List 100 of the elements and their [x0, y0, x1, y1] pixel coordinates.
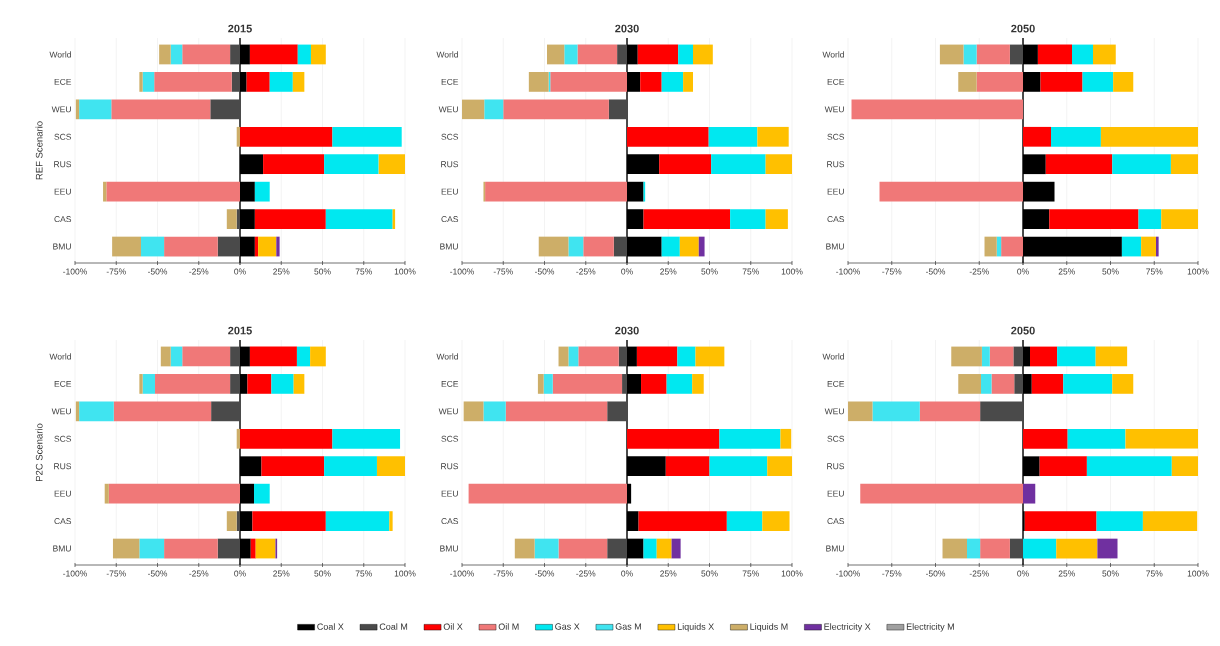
bar: [695, 346, 725, 367]
bar: [951, 346, 982, 367]
bar: [636, 346, 678, 367]
bar: [641, 374, 667, 394]
bar: [577, 44, 618, 65]
bar: [249, 44, 298, 65]
bar: [240, 126, 333, 147]
bar: [463, 401, 484, 422]
bar: [638, 511, 727, 531]
x-tick-label: 25%: [660, 268, 677, 275]
y-tick-label: EEU: [827, 490, 844, 497]
bar: [627, 428, 720, 449]
bar: [164, 538, 218, 559]
x-tick-label: -50%: [147, 570, 168, 577]
x-tick-label: -25%: [576, 268, 596, 275]
bar: [230, 346, 241, 367]
bar: [1113, 72, 1134, 92]
x-tick-label: -75%: [106, 268, 126, 275]
y-tick-label: World: [822, 51, 844, 58]
bar: [967, 538, 981, 559]
bar: [708, 126, 758, 147]
bar: [958, 374, 982, 394]
bar: [698, 236, 705, 257]
chart-title: 2030: [615, 326, 639, 335]
y-tick-label: EEU: [441, 188, 458, 195]
bar: [258, 236, 277, 257]
bar: [113, 401, 212, 422]
bar: [236, 511, 241, 531]
x-tick-label: -75%: [106, 570, 126, 577]
bar: [1037, 44, 1073, 65]
bar: [848, 401, 873, 422]
x-tick-label: 50%: [1102, 268, 1119, 275]
bar: [1057, 346, 1096, 367]
y-tick-label: WEU: [824, 106, 844, 113]
bar: [661, 236, 680, 257]
bar: [879, 181, 1024, 202]
y-tick-label: ECE: [441, 380, 459, 387]
bar: [1031, 374, 1064, 394]
bar: [164, 236, 218, 257]
y-tick-label: SCS: [54, 435, 72, 442]
legend-label: Oil M: [498, 623, 519, 630]
legend-label: Electricity X: [824, 623, 871, 632]
bar: [325, 511, 390, 531]
y-tick-label: World: [49, 353, 71, 360]
x-tick-label: -100%: [63, 268, 87, 275]
bar: [254, 209, 326, 229]
y-tick-label: RUS: [441, 463, 459, 470]
bar: [608, 99, 628, 120]
y-tick-label: WEU: [51, 106, 71, 113]
x-tick-label: 100%: [781, 268, 803, 275]
bar: [297, 44, 311, 65]
bar: [75, 401, 80, 422]
bar: [139, 72, 143, 92]
y-tick-label: World: [436, 51, 458, 58]
bar: [989, 346, 1014, 367]
bar: [765, 154, 793, 175]
bar: [182, 346, 231, 367]
x-tick-label: 50%: [701, 268, 718, 275]
bar: [112, 236, 141, 257]
x-tick-label: -50%: [925, 570, 946, 577]
y-tick-label: CAS: [54, 216, 72, 223]
bar: [872, 401, 920, 422]
bar: [976, 72, 1024, 92]
bar: [683, 72, 694, 92]
bar: [767, 456, 793, 477]
bar: [1001, 236, 1024, 257]
bar: [1112, 154, 1171, 175]
bar: [552, 374, 623, 394]
bar: [250, 538, 256, 559]
chart-title: 2030: [615, 24, 639, 33]
bar: [310, 346, 326, 367]
bar: [79, 99, 112, 120]
bar: [276, 236, 280, 257]
bar: [1045, 154, 1113, 175]
bar: [170, 44, 183, 65]
bar: [1072, 44, 1094, 65]
bar: [583, 236, 614, 257]
bar: [618, 346, 627, 367]
bar: [1009, 44, 1024, 65]
bar: [617, 44, 628, 65]
x-tick-label: -100%: [836, 268, 860, 275]
bar: [263, 154, 325, 175]
x-tick-label: -50%: [534, 268, 555, 275]
bar: [1161, 209, 1199, 229]
bar: [236, 126, 241, 147]
x-tick-label: 100%: [1187, 570, 1209, 577]
y-tick-label: World: [436, 353, 458, 360]
y-tick-label: CAS: [441, 518, 459, 525]
y-tick-label: WEU: [438, 106, 458, 113]
bar: [505, 401, 608, 422]
bar: [942, 538, 968, 559]
y-tick-label: ECE: [54, 380, 72, 387]
y-tick-label: EEU: [827, 188, 844, 195]
bar: [711, 154, 766, 175]
bar: [939, 44, 964, 65]
bar: [665, 456, 710, 477]
bar: [1014, 374, 1024, 394]
y-axis-title: REF Scenario: [35, 121, 43, 180]
y-tick-label: SCS: [827, 133, 845, 140]
y-tick-label: WEU: [51, 408, 71, 415]
